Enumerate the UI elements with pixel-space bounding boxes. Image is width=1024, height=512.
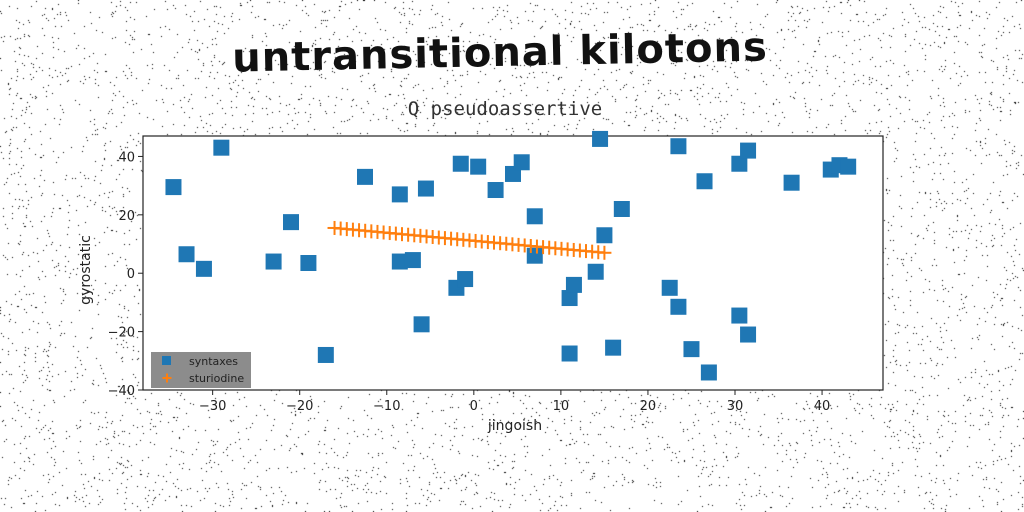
- data-point-syntaxes: [526, 208, 543, 225]
- data-point-syntaxes: [605, 339, 622, 356]
- data-point-syntaxes: [417, 180, 434, 197]
- data-point-syntaxes: [840, 158, 857, 175]
- y-tick-label: −40: [108, 384, 135, 399]
- data-point-syntaxes: [670, 298, 687, 315]
- data-point-syntaxes: [283, 214, 299, 231]
- data-point-syntaxes: [783, 174, 800, 191]
- x-tick-label: 0: [470, 399, 478, 414]
- legend-label-sturiodine: sturiodine: [189, 372, 244, 385]
- data-point-sturiodine: [597, 245, 612, 260]
- legend: syntaxes sturiodine: [151, 352, 251, 388]
- series-syntaxes: [165, 130, 857, 381]
- data-point-syntaxes: [265, 253, 282, 270]
- data-point-syntaxes: [391, 186, 408, 203]
- data-point-syntaxes: [526, 247, 543, 264]
- data-point-syntaxes: [213, 139, 230, 156]
- data-point-syntaxes: [561, 290, 578, 307]
- y-tick-label: 20: [118, 209, 135, 224]
- chart-subtitle: Q pseudoassertive: [408, 98, 602, 120]
- data-point-syntaxes: [513, 154, 530, 171]
- x-tick-label: 30: [727, 399, 744, 414]
- data-point-syntaxes: [165, 179, 182, 196]
- x-tick-label: −30: [199, 399, 226, 414]
- data-point-syntaxes: [731, 155, 748, 172]
- data-point-syntaxes: [661, 279, 678, 296]
- x-tick-label: 40: [814, 399, 831, 414]
- data-point-syntaxes: [596, 227, 613, 244]
- data-point-syntaxes: [683, 341, 700, 358]
- data-point-syntaxes: [452, 155, 469, 172]
- data-point-syntaxes: [731, 307, 748, 324]
- data-point-syntaxes: [670, 138, 687, 155]
- data-point-syntaxes: [587, 263, 604, 280]
- data-point-syntaxes: [195, 260, 212, 277]
- legend-label-syntaxes: syntaxes: [189, 355, 238, 368]
- legend-plus: [162, 373, 172, 383]
- data-point-syntaxes: [700, 364, 717, 381]
- data-point-syntaxes: [740, 142, 757, 159]
- data-point-syntaxes: [592, 130, 609, 147]
- data-point-syntaxes: [300, 255, 317, 271]
- data-point-syntaxes: [565, 276, 582, 293]
- data-point-syntaxes: [178, 246, 195, 263]
- data-point-syntaxes: [391, 253, 408, 270]
- x-tick-label: −20: [286, 399, 313, 414]
- y-axis-label: gyrostatic: [78, 235, 94, 305]
- x-axis-label: jingoish: [487, 418, 542, 434]
- data-point-syntaxes: [470, 158, 487, 175]
- axes: −30 −20 −10 0 10 20 30 40 −40 −20 0 20 40: [108, 150, 831, 414]
- x-tick-label: 10: [553, 399, 570, 414]
- data-point-syntaxes: [740, 326, 757, 343]
- data-point-syntaxes: [317, 346, 334, 363]
- legend-marker-sturiodine: [162, 373, 172, 383]
- x-tick-label: 20: [640, 399, 657, 414]
- data-point-syntaxes: [413, 316, 430, 333]
- legend-marker-syntaxes: [162, 356, 171, 365]
- data-point-syntaxes: [487, 182, 504, 199]
- series-sturiodine: [327, 220, 612, 260]
- x-tick-label: −10: [373, 399, 400, 414]
- data-point-syntaxes: [357, 168, 373, 185]
- data-point-syntaxes: [404, 252, 421, 269]
- data-point-syntaxes: [561, 345, 578, 362]
- data-point-syntaxes: [457, 271, 474, 288]
- data-point-syntaxes: [613, 200, 630, 217]
- y-tick-label: 0: [127, 267, 135, 282]
- data-point-syntaxes: [696, 173, 713, 190]
- y-tick-label: 40: [118, 150, 135, 165]
- y-tick-label: −20: [108, 326, 135, 341]
